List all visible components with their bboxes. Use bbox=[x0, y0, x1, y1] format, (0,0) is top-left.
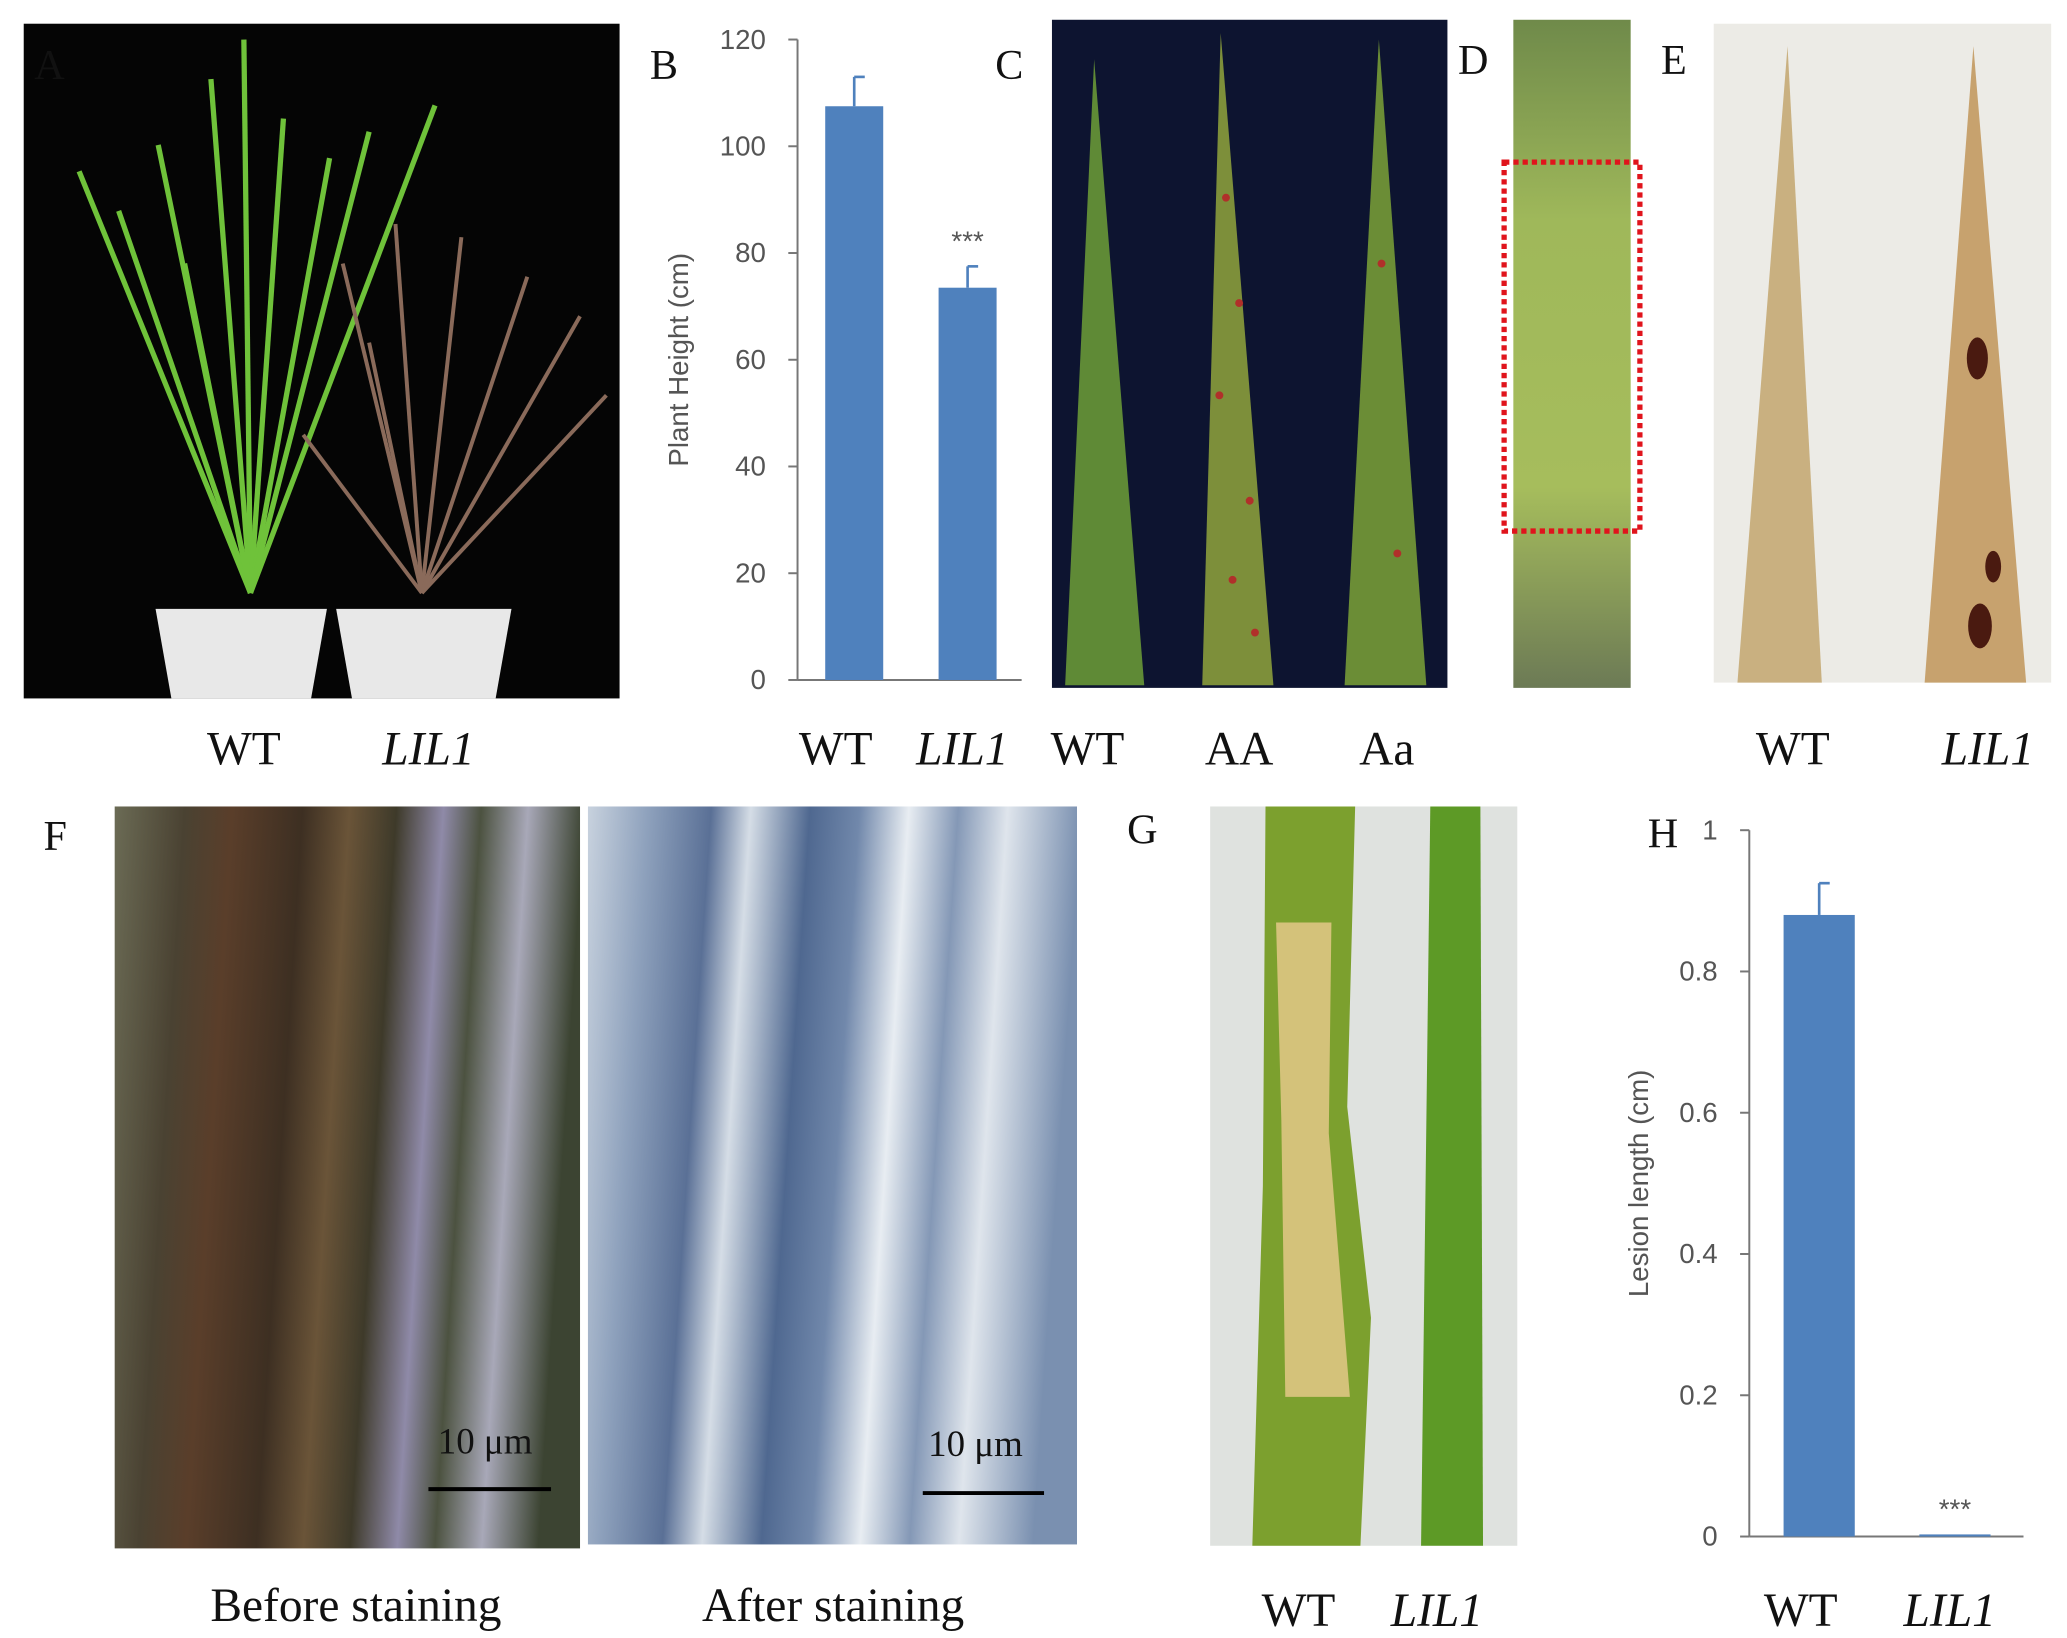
caption: LIL1 bbox=[381, 723, 474, 775]
y-axis-label: Plant Height (cm) bbox=[663, 253, 694, 467]
photo-f bbox=[114, 806, 1078, 1549]
caption: Aa bbox=[1359, 723, 1414, 775]
y-tick-label: 0.4 bbox=[1679, 1238, 1717, 1269]
caption: LIL1 bbox=[1941, 723, 2034, 775]
significance: *** bbox=[1939, 1494, 1972, 1525]
y-tick-label: 1 bbox=[1702, 814, 1717, 845]
y-tick-label: 0.6 bbox=[1679, 1097, 1717, 1128]
caption: After staining bbox=[702, 1580, 964, 1632]
y-tick-label: 20 bbox=[735, 557, 766, 588]
panel-label: A bbox=[34, 42, 65, 89]
y-tick-label: 40 bbox=[735, 451, 766, 482]
y-tick-label: 80 bbox=[735, 237, 766, 268]
scale-bar-label: 10 μm bbox=[928, 1423, 1023, 1464]
x-tick-label: LIL1 bbox=[915, 723, 1008, 775]
caption: WT bbox=[1262, 1585, 1336, 1637]
x-tick-label: WT bbox=[799, 723, 873, 775]
y-tick-label: 0.2 bbox=[1679, 1379, 1717, 1410]
scale-bar-label: 10 μm bbox=[438, 1421, 533, 1462]
y-tick-label: 100 bbox=[720, 131, 766, 162]
bar bbox=[825, 106, 884, 680]
panel-label: F bbox=[44, 813, 67, 860]
photo-a bbox=[23, 23, 620, 699]
panel-label: E bbox=[1661, 37, 1687, 84]
bar bbox=[938, 287, 997, 680]
panel-label: C bbox=[995, 42, 1023, 89]
y-tick-label: 0 bbox=[1702, 1521, 1717, 1552]
caption: Before staining bbox=[210, 1580, 501, 1632]
caption: AA bbox=[1205, 723, 1274, 775]
photo-e bbox=[1713, 23, 2052, 683]
photo-g bbox=[1210, 806, 1518, 1546]
panel-label: D bbox=[1458, 37, 1488, 84]
panel-label: B bbox=[650, 42, 678, 89]
bar bbox=[1783, 914, 1855, 1537]
y-tick-label: 0.8 bbox=[1679, 956, 1717, 987]
caption: WT bbox=[1756, 723, 1830, 775]
panel-label: G bbox=[1127, 806, 1157, 853]
y-tick-label: 120 bbox=[720, 24, 766, 55]
x-tick-label: WT bbox=[1764, 1585, 1838, 1637]
caption: WT bbox=[1051, 723, 1125, 775]
panel-label: H bbox=[1648, 810, 1678, 857]
photo-c bbox=[1051, 19, 1448, 688]
photo-d bbox=[1501, 19, 1643, 688]
bar bbox=[1919, 1534, 1991, 1537]
caption: LIL1 bbox=[1390, 1585, 1483, 1637]
y-tick-label: 60 bbox=[735, 344, 766, 375]
x-tick-label: LIL1 bbox=[1903, 1585, 1996, 1637]
y-tick-label: 0 bbox=[751, 664, 766, 695]
y-axis-label: Lesion length (cm) bbox=[1623, 1070, 1654, 1297]
significance: *** bbox=[951, 226, 984, 257]
caption: WT bbox=[207, 723, 281, 775]
